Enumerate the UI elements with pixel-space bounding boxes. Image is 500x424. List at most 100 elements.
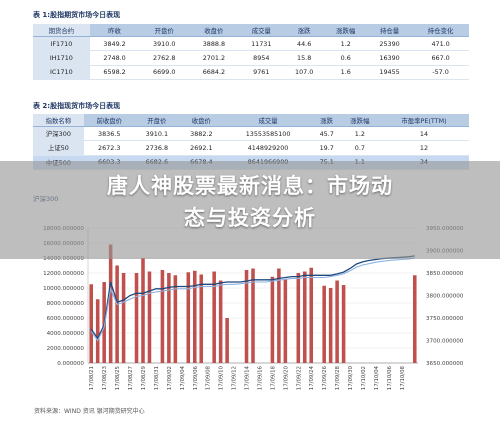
table-cell: 44.6 xyxy=(283,36,325,52)
table-cell: IH1710 xyxy=(33,50,90,66)
column-header: 收盘价 xyxy=(179,114,224,127)
table-cell: 3888.8 xyxy=(189,36,239,52)
table-cell: 4148929200 xyxy=(223,140,313,156)
y-right-tick-label: 3650.000000 xyxy=(426,361,464,367)
column-header: 前收盘价 xyxy=(83,114,135,127)
table-cell: -57.0 xyxy=(412,65,469,80)
table-row: IH1710 2748.0 2762.8 2701.2 8954 15.8 0.… xyxy=(33,50,469,66)
column-header: 期货合约 xyxy=(33,24,90,37)
table-cell: 上证50 xyxy=(33,140,84,156)
x-tick-label: 17/09/28 xyxy=(335,365,341,390)
bar xyxy=(335,280,339,363)
table-header-row: 期货合约 昨收 开盘价 收盘价 成交量 涨跌 涨跌幅 持仓量 持仓变化 xyxy=(33,24,469,37)
table-cell: 45.7 xyxy=(312,126,341,142)
table-cell: 19.7 xyxy=(312,140,341,156)
x-tick-label: 17/08/25 xyxy=(115,366,121,390)
bar xyxy=(322,285,326,363)
table-cell: 3910.1 xyxy=(134,126,180,142)
column-header: 成交量 xyxy=(223,114,313,127)
bar xyxy=(412,275,417,363)
x-tick-label: 17/09/06 xyxy=(193,365,199,390)
bar xyxy=(173,275,178,363)
table-cell: 6684.2 xyxy=(189,65,239,80)
bar xyxy=(121,273,126,363)
x-tick-label: 17/10/04 xyxy=(374,365,380,390)
x-tick-label: 17/09/20 xyxy=(283,365,289,390)
y-left-tick-label: 6000.000000 xyxy=(47,316,85,322)
column-header: 指数名称 xyxy=(33,114,84,127)
headline-line-1: 唐人神股票最新消息：市场动 xyxy=(107,174,393,198)
column-header: 成交量 xyxy=(238,24,284,37)
column-header: 市盈率PE(TTM) xyxy=(378,114,469,127)
table-row: 上证50 2672.3 2736.8 2692.1 4148929200 19.… xyxy=(33,140,469,156)
table-cell: 2672.3 xyxy=(83,140,135,156)
column-header: 涨跌幅 xyxy=(340,114,379,127)
y-left-tick-label: 12000.000000 xyxy=(43,271,84,277)
x-tick-label: 17/09/16 xyxy=(257,365,263,390)
table-cell: 2762.8 xyxy=(139,50,190,66)
y-left-tick-label: 4000.000000 xyxy=(47,331,85,337)
x-tick-label: 17/09/04 xyxy=(180,365,186,390)
column-header: 涨跌 xyxy=(283,24,325,37)
x-tick-label: 17/09/02 xyxy=(167,366,173,390)
table-cell: 107.0 xyxy=(283,65,325,80)
table2-caption: 表 2:股指现货市场今日表现 xyxy=(33,102,121,110)
bar xyxy=(192,270,197,363)
x-tick-label: 17/10/08 xyxy=(400,365,406,390)
table-cell: 6699.0 xyxy=(139,65,190,80)
table-cell: 9761 xyxy=(238,65,284,80)
bar xyxy=(141,258,145,363)
y-right-tick-label: 3800.000000 xyxy=(426,294,464,300)
bar xyxy=(302,271,307,363)
table-cell: IC1710 xyxy=(33,65,90,80)
bar xyxy=(212,271,216,363)
y-left-tick-label: 2000.000000 xyxy=(47,346,85,352)
table-cell: 25390 xyxy=(367,36,413,52)
y-left-tick-label: 10000.000000 xyxy=(43,286,84,292)
table-cell: 3849.2 xyxy=(89,36,140,52)
bar xyxy=(199,274,204,363)
x-tick-label: 17/09/24 xyxy=(309,365,315,390)
series-line-2 xyxy=(90,257,415,342)
table-cell: 0.7 xyxy=(340,140,379,156)
futures-market-table: 期货合约 昨收 开盘价 收盘价 成交量 涨跌 涨跌幅 持仓量 持仓变化 IF17… xyxy=(33,24,469,80)
y-right-tick-label: 3850.000000 xyxy=(426,271,464,277)
x-tick-label: 17/08/31 xyxy=(154,366,160,390)
table-cell: 2736.8 xyxy=(134,140,180,156)
column-header: 昨收 xyxy=(89,24,140,37)
x-tick-label: 17/09/22 xyxy=(296,366,302,390)
x-tick-label: 17/09/14 xyxy=(245,365,251,390)
table-cell: 2692.1 xyxy=(179,140,224,156)
table-cell: 19455 xyxy=(367,65,413,80)
table-cell: 1.2 xyxy=(324,36,368,52)
table-cell: 15.8 xyxy=(283,50,325,66)
bar xyxy=(167,273,171,363)
bar xyxy=(115,265,119,363)
table-cell: 0.6 xyxy=(324,50,368,66)
headline-title: 唐人神股票最新消息：市场动 态与投资分析 xyxy=(20,170,480,234)
bar xyxy=(134,273,139,363)
bar xyxy=(328,288,333,363)
table-cell: 3882.2 xyxy=(179,126,224,142)
y-right-tick-label: 3750.000000 xyxy=(426,316,464,322)
table-cell: 13553585100 xyxy=(223,126,313,142)
x-tick-label: 17/09/30 xyxy=(348,365,354,390)
x-tick-label: 17/08/21 xyxy=(89,366,95,390)
table-cell: 667.0 xyxy=(412,50,469,66)
table-row: 沪深300 3836.5 3910.1 3882.2 13553585100 4… xyxy=(33,126,469,142)
x-tick-label: 17/09/10 xyxy=(219,365,225,390)
bar xyxy=(309,267,314,363)
table-cell: 3836.5 xyxy=(83,126,135,142)
bar xyxy=(270,276,275,363)
x-tick-label: 17/08/27 xyxy=(128,366,134,390)
y-left-tick-label: 8000.000000 xyxy=(47,301,85,307)
source-note: 资料来源：WIND 资讯 银河期货研究中心 xyxy=(34,408,145,415)
bar xyxy=(251,268,255,363)
bar xyxy=(186,272,191,363)
x-tick-label: 17/09/18 xyxy=(270,365,276,390)
y-left-tick-label: 0.000000 xyxy=(57,361,84,367)
column-header: 开盘价 xyxy=(139,24,190,37)
bar xyxy=(225,318,229,363)
table-cell: 471.0 xyxy=(412,36,469,52)
column-header: 开盘价 xyxy=(134,114,180,127)
